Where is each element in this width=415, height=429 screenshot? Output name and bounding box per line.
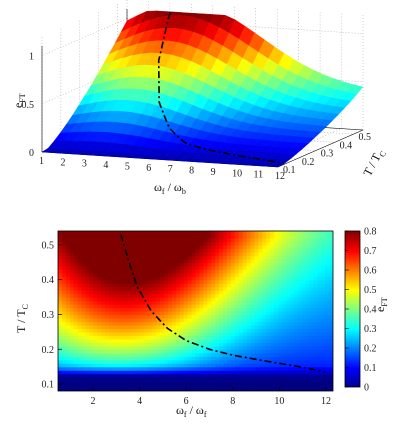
surface-x-tick-label: 1: [39, 156, 44, 167]
heatmap-cells: [58, 231, 333, 391]
heatmap-frame: [57, 230, 334, 392]
heatmap-y-tick-label: 0.1: [42, 380, 55, 391]
surface-z-tick-label: 0: [29, 148, 34, 159]
heatmap-x-tick-label: 10: [274, 396, 284, 407]
colorbar-label: eFT: [373, 297, 389, 312]
heatmap-x-tick-label: 6: [184, 396, 189, 407]
surface-mesh: [41, 10, 364, 168]
surface-y-tick-label: 0.4: [340, 140, 353, 151]
surface-x-tick-label: 9: [211, 167, 216, 178]
surface-x-tick-label: 4: [103, 160, 108, 171]
heatmap-plot: 2 4 6 8 10 12 0.1 0.2 0.3 0.4 0.5 ωf / ωf T / TC 0…: [14, 227, 389, 420]
colorbar-tick-label: 0.3: [364, 324, 377, 335]
surface-y-tick-label: 0.2: [302, 157, 315, 168]
surface-z-tick-label: 0.5: [22, 100, 35, 111]
surface-ticks: 1 2 3 4 5 6 7 8 9 10 11 120.10.20.30.40.500.51: [22, 52, 372, 182]
surface-plot: 1 2 3 4 5 6 7 8 9 10 11 120.10.20.30.40.500.51 eFT …: [11, 0, 388, 196]
heatmap-y-tick-label: 0.5: [42, 240, 55, 251]
colorbar-ticks: 0 0.1 0.2 0.3 0.4 0.5 0.6 0.7 0.8: [345, 227, 377, 394]
surface-x-tick-label: 2: [60, 157, 65, 168]
heatmap-dashed-curve: [120, 234, 327, 373]
surface-x-tick-label: 7: [168, 164, 173, 175]
heatmap-xlabel: ωf / ωf: [176, 403, 207, 419]
surface-y-tick-label: 0.3: [321, 149, 334, 160]
surface-x-tick-label: 12: [275, 171, 285, 182]
heatmap-x-tick-label: 12: [321, 396, 331, 407]
surface-dashed-curve: [157, 12, 284, 164]
surface-x-tick-label: 8: [189, 166, 194, 177]
surface-x-tick-label: 6: [146, 163, 151, 174]
surface-x-tick-label: 3: [82, 159, 87, 170]
surface-y-tick-label: 0.5: [359, 132, 372, 143]
surface-ylabel: T / TC: [360, 146, 388, 179]
colorbar-tick-label: 0: [364, 383, 369, 394]
surface-xlabel: ωf / ωb: [154, 180, 186, 196]
heatmap-ylabel: T / TC: [14, 304, 30, 333]
surface-x-tick-label: 5: [125, 161, 130, 172]
surface-zlabel: eFT: [11, 93, 27, 108]
colorbar-tick-label: 0.1: [364, 363, 377, 374]
heatmap-ticks: 2 4 6 8 10 12 0.1 0.2 0.3 0.4 0.5: [42, 240, 332, 407]
heatmap-y-tick-label: 0.2: [42, 345, 55, 356]
colorbar-tick-label: 0.8: [364, 227, 377, 238]
heatmap-x-tick-label: 4: [137, 396, 142, 407]
colorbar-tick-label: 0.2: [364, 344, 377, 355]
surface-x-tick-label: 11: [254, 170, 264, 181]
heatmap-y-tick-label: 0.3: [42, 310, 55, 321]
colorbar-tick-label: 0.5: [364, 285, 377, 296]
heatmap-y-tick-label: 0.4: [42, 275, 55, 286]
colorbar-tick-label: 0.7: [364, 246, 377, 257]
colorbar-tick-label: 0.4: [364, 305, 377, 316]
surface-y-tick-label: 0.1: [283, 165, 296, 176]
surface-z-tick-label: 1: [29, 52, 34, 63]
surface-x-tick-label: 10: [232, 168, 242, 179]
heatmap-x-tick-label: 2: [90, 396, 95, 407]
heatmap-x-tick-label: 8: [230, 396, 235, 407]
colorbar-tick-label: 0.6: [364, 266, 377, 277]
